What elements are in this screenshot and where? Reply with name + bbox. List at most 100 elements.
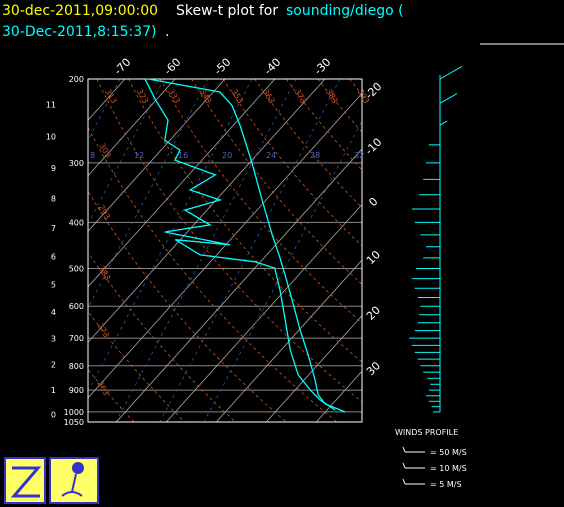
dry-adiabat-label: 323 <box>135 88 150 106</box>
dry-adiabat <box>88 251 236 422</box>
source: sounding/diego ( <box>286 3 404 19</box>
moist-line <box>88 79 165 225</box>
pressure-label: 200 <box>69 75 84 84</box>
height-label: 1 <box>51 386 56 395</box>
isotherm <box>88 79 326 343</box>
isotherm <box>88 79 176 177</box>
pressure-label: 800 <box>69 362 84 371</box>
dry-adiabat-label: 383 <box>324 88 339 106</box>
temperature-label: -30 <box>312 56 334 78</box>
pressure-label: 1050 <box>64 418 84 427</box>
dry-adiabat <box>254 79 362 209</box>
ground <box>61 491 83 497</box>
temperature-label: -40 <box>262 56 284 78</box>
legend-feather <box>402 446 406 453</box>
temperature-label: 30 <box>364 359 383 378</box>
legend-feather <box>402 462 406 469</box>
moist-label: 32 <box>354 151 364 160</box>
dry-adiabat <box>317 79 362 133</box>
temperature-label: -50 <box>212 56 234 78</box>
pressure-label: 400 <box>69 218 84 227</box>
dry-adiabat <box>88 310 185 422</box>
height-label: 3 <box>51 334 56 343</box>
plot-frame <box>87 78 363 423</box>
moist-line <box>88 79 121 141</box>
moist-label: 24 <box>266 151 276 160</box>
moist-line <box>203 120 362 422</box>
height-label: 9 <box>51 164 56 173</box>
dry-adiabat <box>349 79 362 95</box>
moist-label: 28 <box>310 151 320 160</box>
height-label: 10 <box>46 133 56 142</box>
legend-label: = 5 M/S <box>430 480 462 489</box>
dry-adiabat-label: 353 <box>229 88 244 106</box>
height-label: 11 <box>46 101 56 110</box>
moist-line <box>159 79 341 422</box>
dry-adiabat-label: 273 <box>95 322 110 340</box>
height-label: 8 <box>51 194 56 203</box>
isotherm <box>88 79 226 232</box>
isotherm <box>166 203 362 422</box>
dry-adiabat-label: 373 <box>293 88 308 106</box>
isotherm <box>88 79 276 288</box>
pressure-label: 700 <box>69 334 84 343</box>
height-label: 7 <box>51 224 56 233</box>
dry-adiabat <box>88 190 287 422</box>
dry-adiabat-label: 293 <box>96 203 111 221</box>
pressure-label: 900 <box>69 386 84 395</box>
temperature-label: -70 <box>112 56 134 78</box>
moist-line <box>88 79 209 309</box>
dry-adiabat <box>222 79 362 247</box>
legend-feather <box>402 478 406 485</box>
pressure-label: 500 <box>69 265 84 274</box>
temperature-label: 10 <box>364 248 383 267</box>
moist-line <box>115 79 297 422</box>
end: . <box>165 24 169 40</box>
temperature-label: 0 <box>366 195 380 209</box>
dry-adiabat <box>88 368 135 422</box>
height-label: 6 <box>51 253 56 262</box>
wind-barb <box>439 120 448 126</box>
moist-label: 20 <box>222 151 232 160</box>
pressure-label: 1000 <box>64 408 84 417</box>
moist-label: 8 <box>90 151 95 160</box>
height-label: 0 <box>51 411 56 420</box>
dry-adiabat-label: 333 <box>166 88 181 106</box>
issued: 30-Dec-2011,8:15:37) <box>2 24 157 40</box>
isotherm <box>116 148 362 422</box>
pressure-label: 600 <box>69 302 84 311</box>
z-glyph <box>10 466 42 498</box>
isotherm <box>88 92 362 399</box>
dry-adiabat-label: 363 <box>261 88 276 106</box>
date: 30-dec-2011,09:00:00 <box>2 3 158 19</box>
height-label: 4 <box>51 308 56 317</box>
height-label: 5 <box>51 281 56 290</box>
wind-title: WINDS PROFILE <box>395 428 458 437</box>
dry-adiabat <box>159 79 362 324</box>
moist-line <box>88 79 253 393</box>
dry-adiabat <box>128 79 362 363</box>
balloon <box>72 462 84 474</box>
dry-adiabat <box>88 126 338 422</box>
moist-label: 16 <box>178 151 188 160</box>
moist-label: 12 <box>134 151 144 160</box>
dry-adiabat-label: 303 <box>97 142 112 160</box>
isotherm <box>266 315 362 422</box>
string <box>71 473 77 493</box>
temperature-label: 20 <box>364 304 383 323</box>
height-label: 2 <box>51 360 56 369</box>
title: Skew-t plot for <box>176 3 278 19</box>
legend-label: = 50 M/S <box>430 448 467 457</box>
dry-adiabat <box>285 79 362 171</box>
temperature-label: -10 <box>363 136 385 158</box>
sounding-line <box>147 78 346 413</box>
plot-area <box>88 79 362 422</box>
isotherm <box>216 259 362 422</box>
legend-label: = 10 M/S <box>430 464 467 473</box>
temperature-label: -60 <box>162 56 184 78</box>
wind-barb <box>439 65 463 80</box>
wind-barb <box>439 93 458 104</box>
dry-adiabat-label: 263 <box>95 379 110 397</box>
